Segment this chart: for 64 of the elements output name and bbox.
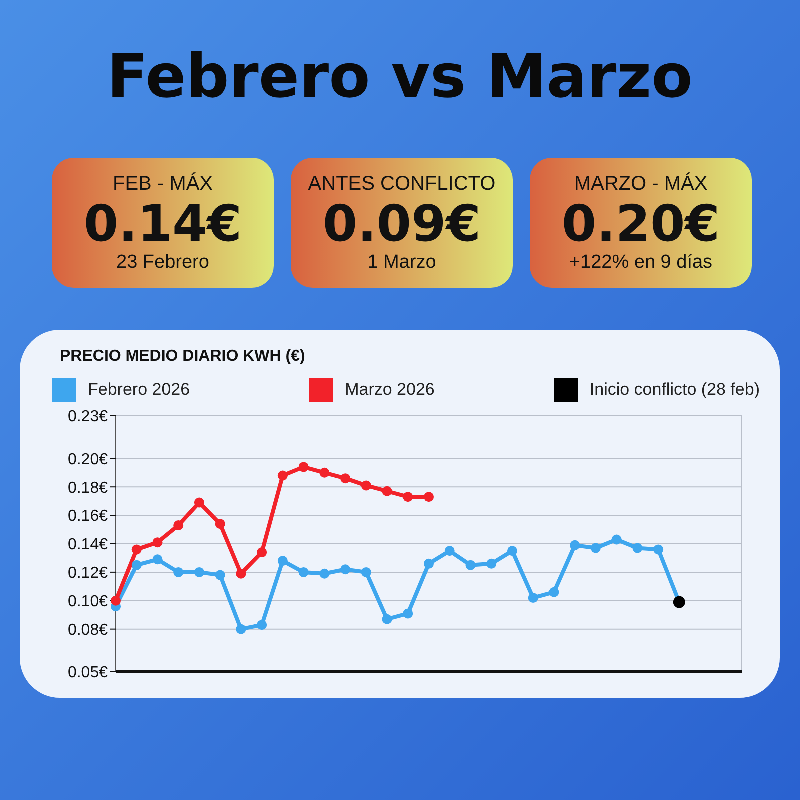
point: [236, 624, 246, 634]
y-tick-label: 0.08€: [68, 622, 108, 640]
y-tick-label: 0.20€: [68, 451, 108, 468]
text: 1 Marzo: [368, 252, 436, 274]
y-tick-label: 0.12€: [68, 565, 108, 582]
point: [215, 519, 226, 530]
point: [403, 608, 414, 619]
point: [570, 540, 580, 550]
point: [382, 614, 392, 624]
text: ANTES CONFLICTO: [308, 172, 496, 196]
point: [174, 520, 184, 531]
point: [278, 470, 288, 481]
point: [528, 593, 538, 604]
point: [590, 543, 601, 554]
point: [507, 546, 518, 556]
y-tick-label: 0.10€: [68, 594, 108, 611]
point: [257, 620, 268, 630]
point: [278, 556, 288, 566]
y-tick-label: 0.05€: [68, 664, 108, 682]
text: MARZO - MÁX: [574, 172, 708, 196]
y-tick-label: 0.16€: [68, 508, 108, 526]
point: [298, 462, 309, 472]
text: 0.20€: [562, 194, 720, 252]
point: [612, 534, 622, 545]
text: 23 Febrero: [116, 252, 210, 274]
point: [215, 570, 226, 580]
legend-label: Marzo 2026: [345, 380, 435, 400]
point: [132, 544, 142, 555]
point: [174, 567, 184, 578]
text: +122% en 9 días: [569, 252, 713, 274]
point: [466, 560, 476, 570]
point: [361, 567, 372, 578]
chart-title: Febrero vs Marzo: [106, 42, 694, 112]
point: [403, 492, 414, 502]
chart-subtitle: PRECIO MEDIO DIARIO KWH (€): [60, 348, 306, 366]
point: [320, 568, 330, 579]
legend-label: Febrero 2026: [88, 380, 190, 400]
point: [152, 554, 163, 565]
point: [424, 558, 434, 569]
point: [632, 543, 643, 554]
point: [549, 587, 560, 598]
point: [152, 538, 163, 548]
y-tick-label: 0.14€: [68, 536, 108, 554]
point: [320, 468, 330, 478]
point: [486, 558, 497, 569]
point: [361, 480, 372, 491]
point: [111, 596, 121, 606]
point: [340, 474, 351, 484]
point: [132, 560, 142, 570]
legend-label: Inicio conflicto (28 feb): [590, 380, 760, 400]
y-tick-label: 0.18€: [68, 480, 108, 497]
point: [444, 546, 455, 556]
point: [424, 492, 434, 502]
text: 0.09€: [322, 194, 482, 252]
point: [194, 498, 204, 508]
point: [236, 568, 246, 579]
text: FEB - MÁX: [112, 172, 213, 196]
point: [194, 567, 204, 578]
point: [298, 567, 309, 578]
point: [257, 548, 268, 558]
point: [382, 486, 392, 496]
point: [340, 564, 351, 575]
y-tick-label: 0.23€: [68, 408, 108, 426]
point: [654, 544, 664, 555]
